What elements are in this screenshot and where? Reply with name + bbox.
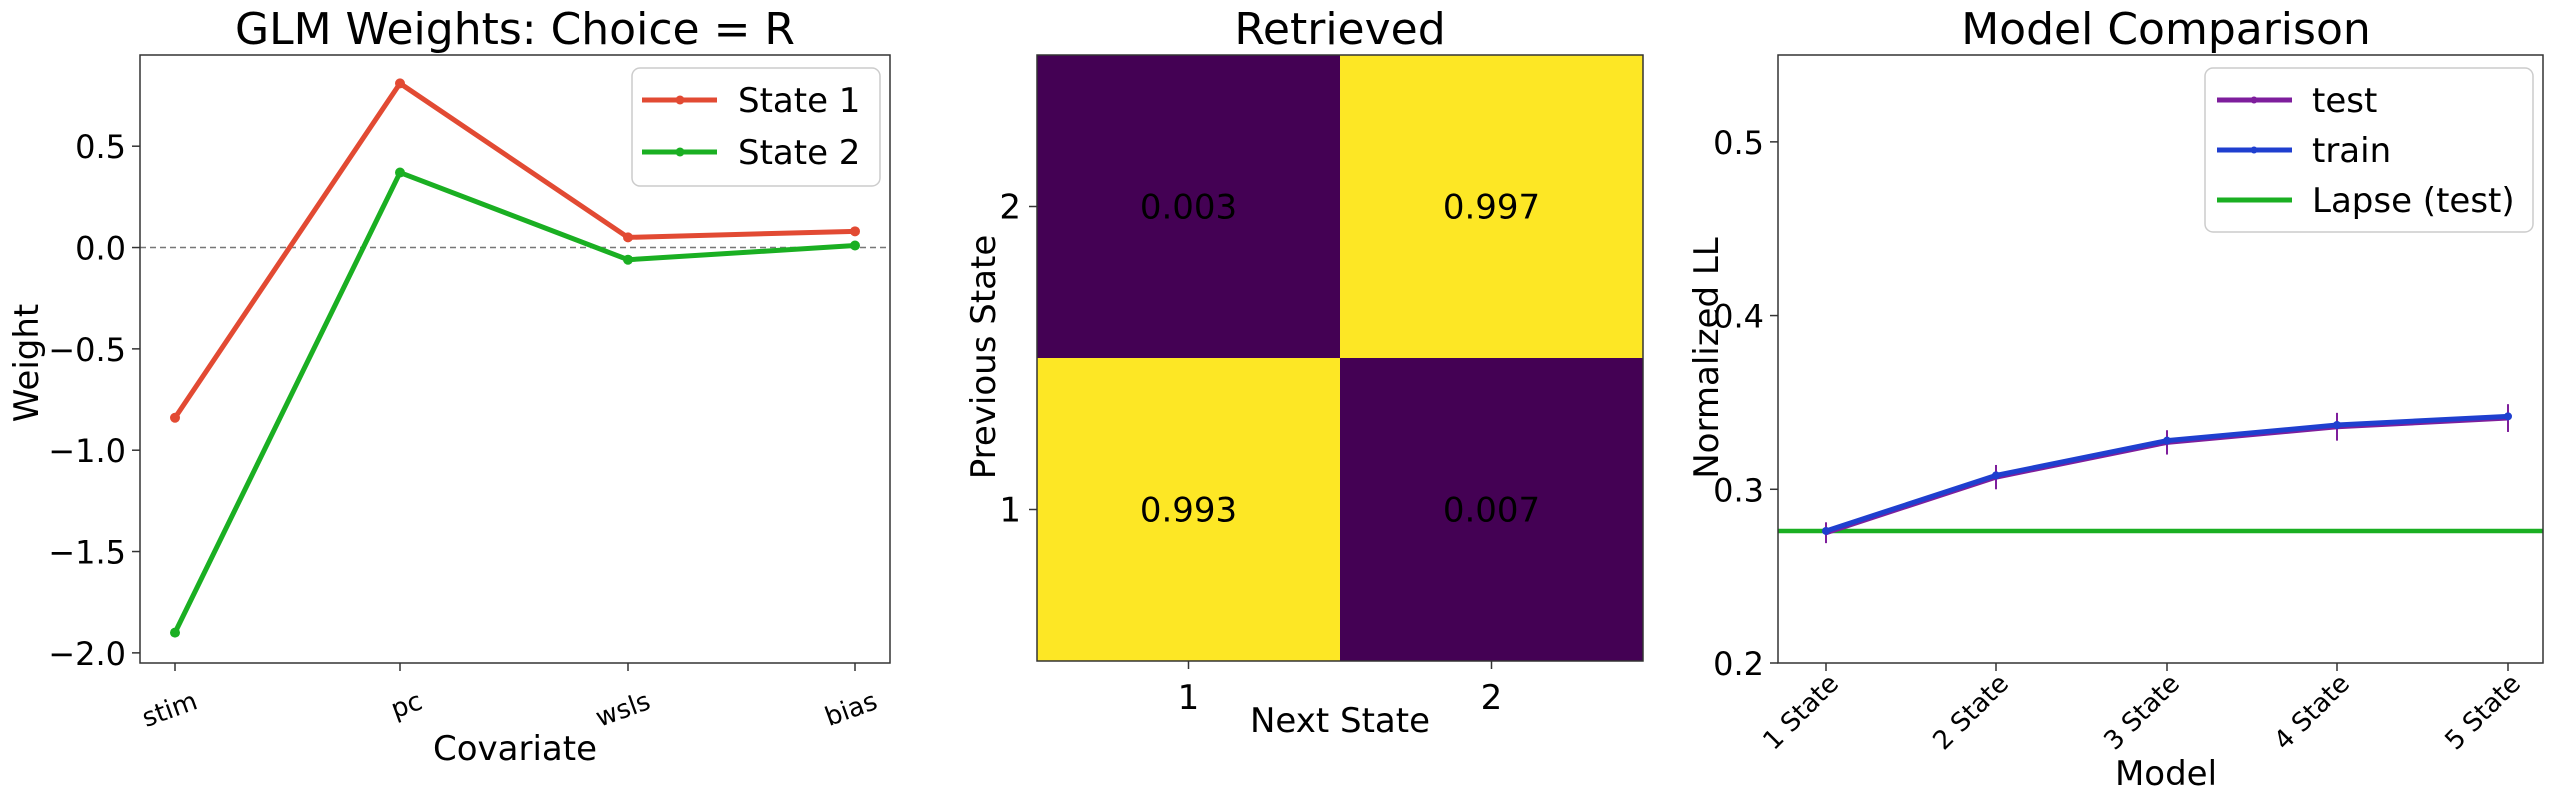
- glm-title: GLM Weights: Choice = R: [235, 4, 795, 55]
- mc-ylabel: Normalized LL: [1687, 237, 1727, 479]
- legend-test-label: test: [2312, 81, 2377, 121]
- glm-xtick-label: stim: [138, 686, 201, 733]
- glm-point-state1: [623, 232, 633, 243]
- train-point: [2504, 412, 2512, 421]
- glm-point-state1: [395, 78, 405, 89]
- legend-state1-marker: [675, 95, 685, 105]
- legend-state2-marker: [675, 147, 685, 157]
- train-point: [2333, 421, 2341, 430]
- glm-series-state2-line: [172, 170, 856, 634]
- mc-xtick-label: 1 State: [1758, 669, 1845, 756]
- legend-lapse-label: Lapse (test): [2312, 181, 2515, 221]
- heatmap-xtick-label: 1: [1178, 678, 1200, 718]
- mc-plot-frame: [1777, 54, 2544, 664]
- train-point: [1822, 526, 1830, 535]
- glm-ytick-label: 0.5: [75, 128, 126, 166]
- legend-test-marker: [2250, 96, 2258, 104]
- glm-ylabel: Weight: [7, 304, 47, 422]
- heatmap-ytick-label: 2: [999, 188, 1021, 228]
- heatmap-ylabel: Previous State: [964, 235, 1004, 480]
- mc-xtick-label: 3 State: [2099, 669, 2186, 756]
- glm-point-state1: [170, 412, 180, 423]
- glm-ytick-label: −2.0: [48, 635, 126, 673]
- mc-title: Model Comparison: [1961, 4, 2371, 55]
- retrieved-panel: Retrieved Next State Previous State 0.00…: [964, 4, 1644, 741]
- glm-xtick-label: pc: [387, 686, 426, 725]
- mc-legend: test train Lapse (test): [2204, 67, 2534, 233]
- glm-plot-frame: [139, 54, 891, 664]
- heatmap-cell-label: 0.997: [1443, 188, 1540, 228]
- glm-point-state2: [850, 240, 860, 251]
- mc-ytick-label: 0.4: [1713, 298, 1764, 336]
- glm-ytick-label: −1.5: [48, 534, 126, 572]
- mc-xlabel: Model: [2115, 754, 2217, 794]
- mc-ytick-label: 0.2: [1713, 645, 1764, 683]
- glm-point-state1: [850, 226, 860, 237]
- glm-xlabel: Covariate: [433, 729, 597, 769]
- heatmap-cell: [1037, 358, 1340, 661]
- glm-ytick-label: 0.0: [75, 230, 126, 268]
- mc-legend-box: [2204, 67, 2534, 233]
- mc-xtick-label: 4 State: [2269, 669, 2356, 756]
- model-comparison-panel: Model Comparison Model Normalized LL 0.2…: [1687, 4, 2544, 794]
- glm-xtick-label: wsls: [592, 686, 655, 733]
- train-point: [1992, 471, 2000, 480]
- legend-state1-label: State 1: [738, 81, 860, 121]
- heatmap-cell: [1340, 358, 1643, 661]
- glm-xtick-label: bias: [821, 686, 881, 732]
- heatmap-cell-label: 0.007: [1443, 491, 1540, 531]
- heatmap-cell-label: 0.993: [1140, 491, 1237, 531]
- legend-train-marker: [2250, 146, 2258, 154]
- heatmap-xlabel: Next State: [1250, 701, 1430, 741]
- mc-ytick-label: 0.5: [1713, 124, 1764, 162]
- glm-series-state1-line: [172, 80, 856, 420]
- glm-point-state2: [170, 627, 180, 638]
- glm-ytick-label: −1.0: [48, 432, 126, 470]
- heatmap-cell: [1037, 55, 1340, 358]
- train-point: [2163, 436, 2171, 445]
- glm-weights-panel: GLM Weights: Choice = R Covariate Weight…: [7, 4, 891, 769]
- glm-ytick-label: −0.5: [48, 331, 126, 369]
- heatmap-ytick-label: 1: [999, 491, 1021, 531]
- mc-ytick-label: 0.3: [1713, 471, 1764, 509]
- heatmap-xtick-label: 2: [1481, 678, 1503, 718]
- glm-point-state2: [395, 167, 405, 178]
- glm-legend: State 1 State 2: [631, 67, 881, 187]
- mc-xtick-label: 2 State: [1928, 669, 2015, 756]
- legend-train-label: train: [2312, 131, 2391, 171]
- glm-point-state2: [623, 254, 633, 265]
- heatmap-cell-label: 0.003: [1140, 188, 1237, 228]
- heatmap-frame: [1036, 54, 1644, 662]
- heatmap-title: Retrieved: [1234, 4, 1445, 55]
- legend-state2-label: State 2: [738, 133, 860, 173]
- mc-xtick-label: 5 State: [2440, 669, 2527, 756]
- heatmap-cell: [1340, 55, 1643, 358]
